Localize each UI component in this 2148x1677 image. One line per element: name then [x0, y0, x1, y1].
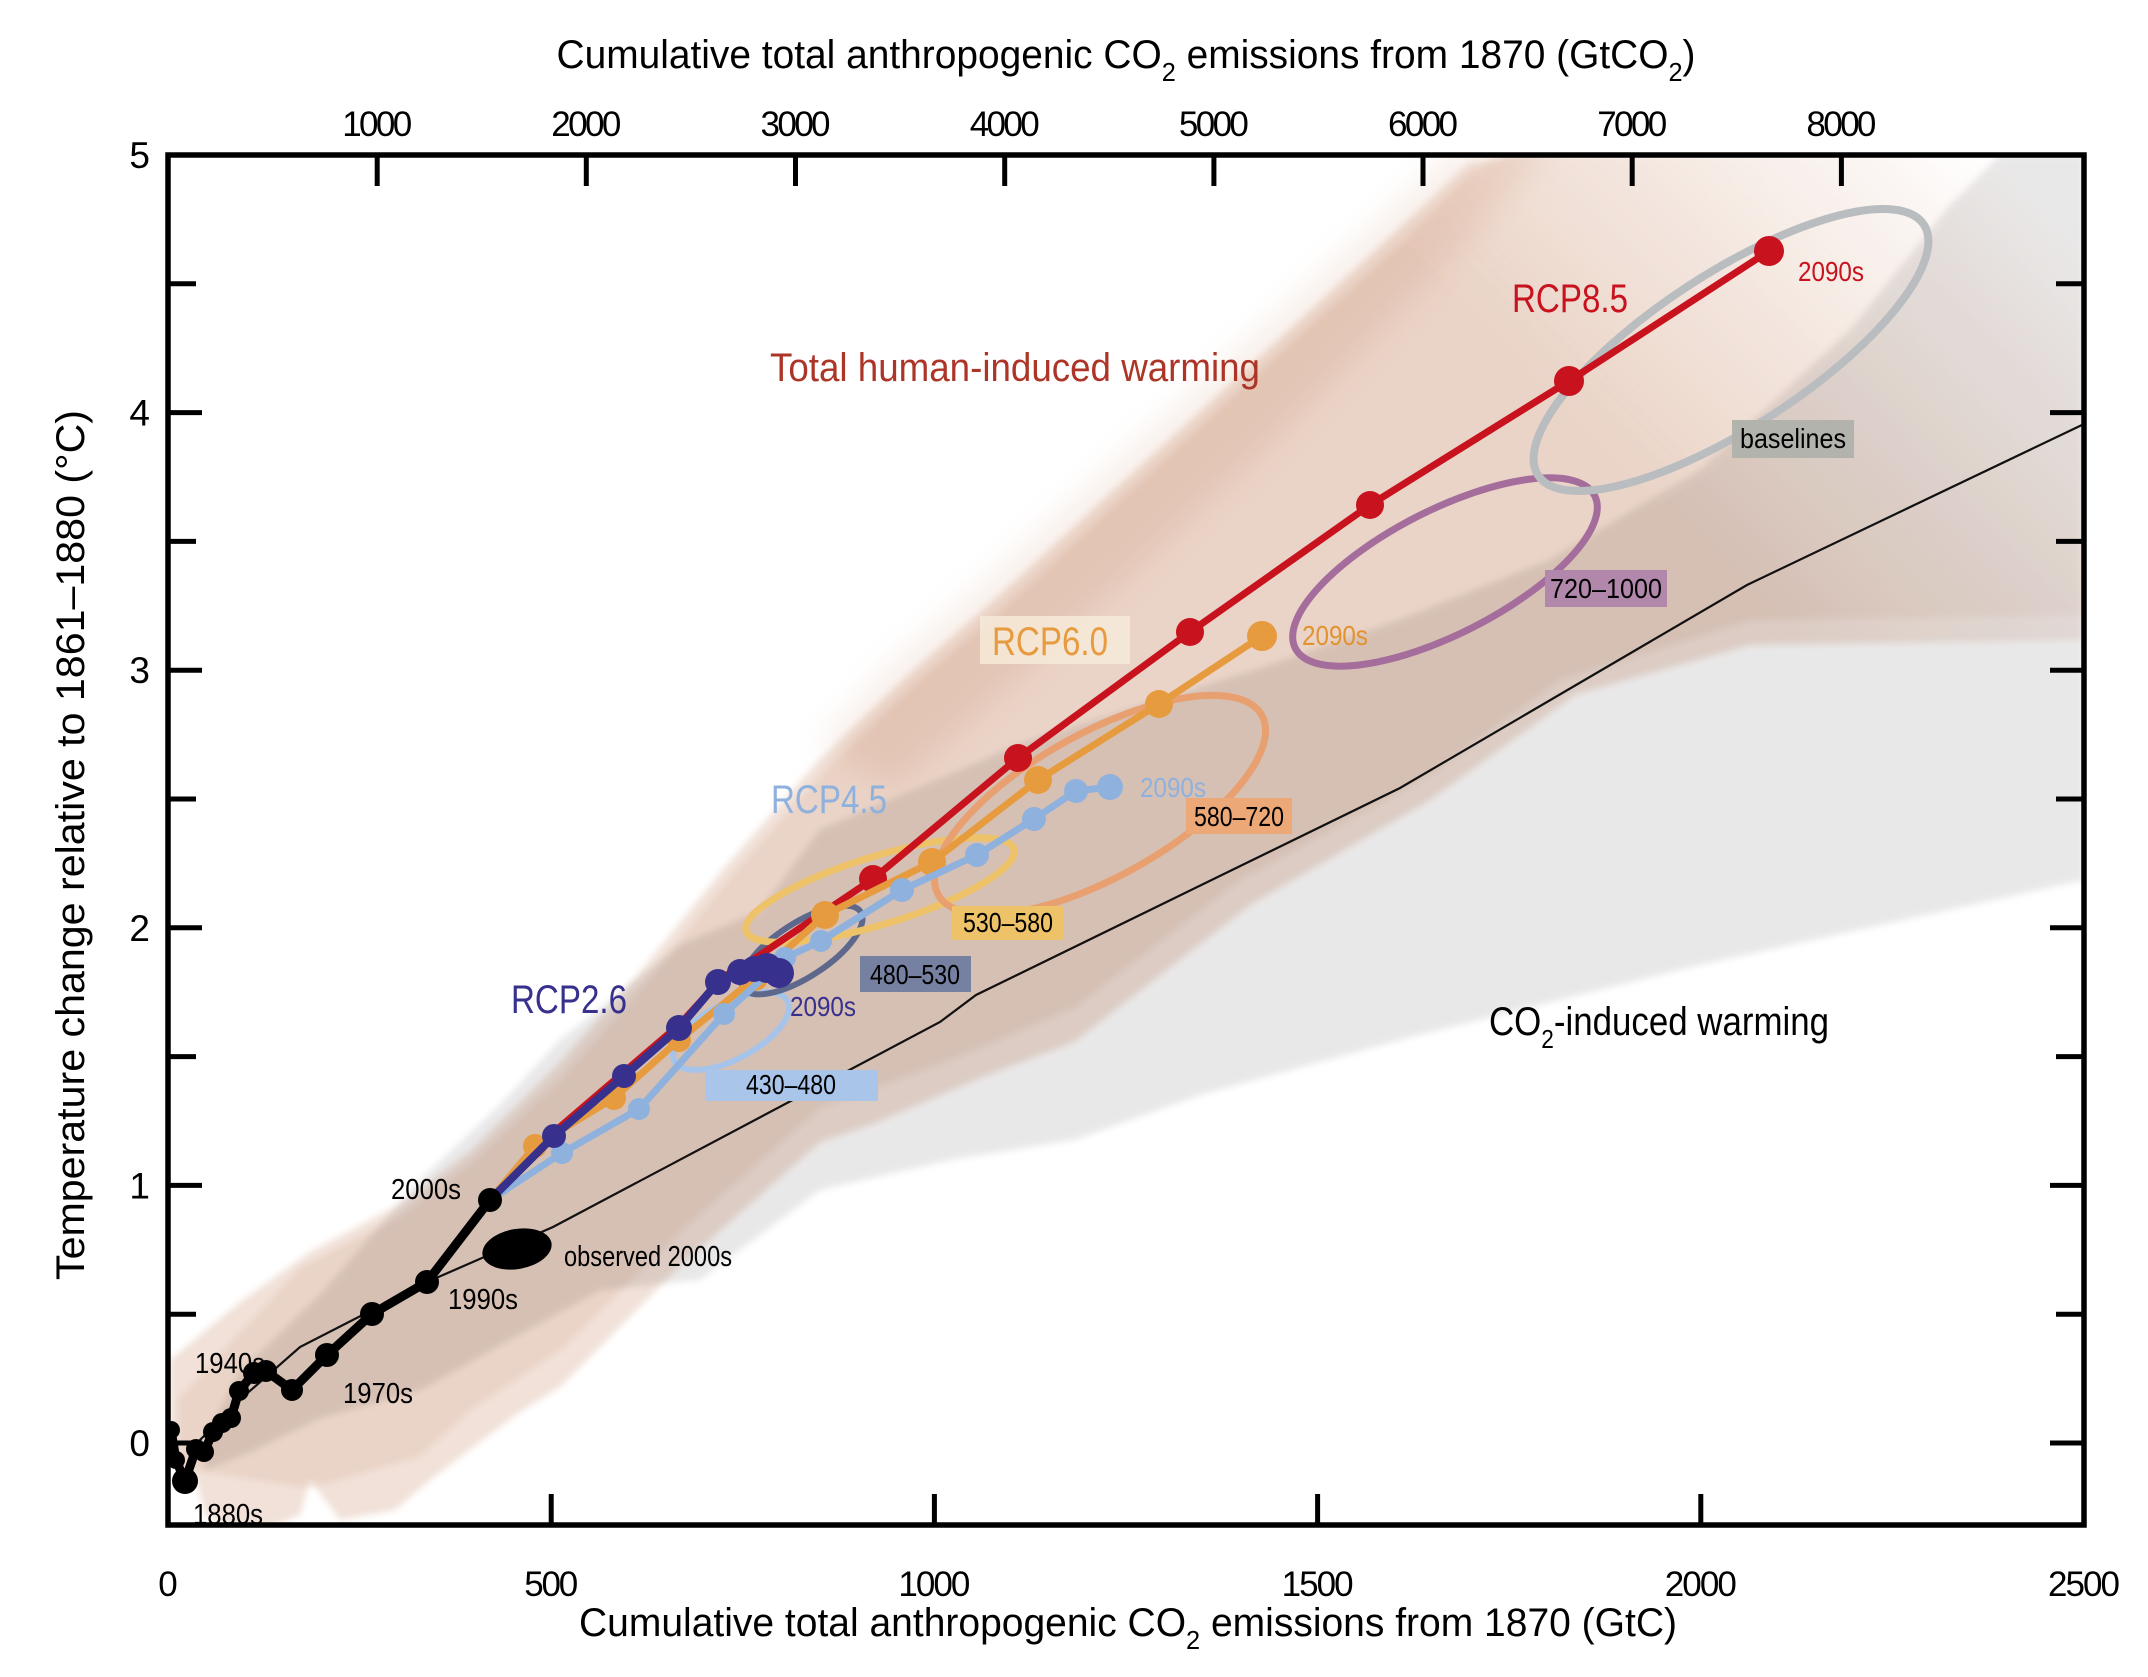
svg-text:480–530: 480–530 — [870, 959, 960, 990]
svg-text:RCP4.5: RCP4.5 — [771, 778, 887, 822]
svg-text:RCP8.5: RCP8.5 — [1512, 277, 1628, 321]
svg-text:1: 1 — [129, 1165, 150, 1206]
svg-text:3: 3 — [129, 650, 150, 691]
svg-text:1000: 1000 — [898, 1565, 970, 1604]
svg-text:530–580: 530–580 — [963, 907, 1053, 938]
svg-text:8000: 8000 — [1806, 105, 1876, 144]
svg-text:7000: 7000 — [1597, 105, 1667, 144]
svg-text:2090s: 2090s — [1302, 620, 1368, 651]
svg-text:Temperature change relative to: Temperature change relative to 1861–1880… — [49, 410, 93, 1280]
svg-text:1500: 1500 — [1282, 1565, 1354, 1604]
svg-text:RCP2.6: RCP2.6 — [511, 978, 627, 1022]
svg-text:0: 0 — [158, 1565, 177, 1604]
svg-text:2000: 2000 — [1665, 1565, 1737, 1604]
svg-text:5000: 5000 — [1179, 105, 1249, 144]
svg-text:4000: 4000 — [970, 105, 1040, 144]
svg-text:3000: 3000 — [761, 105, 831, 144]
svg-text:2000s: 2000s — [391, 1174, 461, 1206]
svg-text:2: 2 — [129, 908, 150, 949]
svg-text:1000: 1000 — [342, 105, 412, 144]
svg-text:1970s: 1970s — [343, 1378, 413, 1410]
svg-text:5: 5 — [129, 135, 150, 176]
svg-text:580–720: 580–720 — [1194, 801, 1284, 832]
svg-text:430–480: 430–480 — [746, 1069, 836, 1100]
svg-text:2090s: 2090s — [1140, 772, 1206, 803]
svg-text:2090s: 2090s — [1798, 256, 1864, 287]
svg-text:observed 2000s: observed 2000s — [564, 1241, 732, 1273]
svg-text:2090s: 2090s — [790, 991, 856, 1022]
svg-text:720–1000: 720–1000 — [1550, 573, 1662, 604]
svg-text:2000: 2000 — [551, 105, 621, 144]
svg-text:500: 500 — [524, 1565, 578, 1604]
svg-text:RCP6.0: RCP6.0 — [992, 620, 1108, 664]
svg-text:1940s: 1940s — [195, 1348, 265, 1380]
svg-text:1880s: 1880s — [193, 1499, 263, 1531]
svg-text:baselines: baselines — [1740, 423, 1846, 454]
svg-text:0: 0 — [129, 1423, 150, 1464]
svg-text:4: 4 — [129, 393, 150, 434]
svg-text:1990s: 1990s — [448, 1284, 518, 1316]
svg-text:Total human-induced warming: Total human-induced warming — [770, 346, 1260, 390]
svg-text:2500: 2500 — [2048, 1565, 2120, 1604]
svg-text:6000: 6000 — [1388, 105, 1458, 144]
